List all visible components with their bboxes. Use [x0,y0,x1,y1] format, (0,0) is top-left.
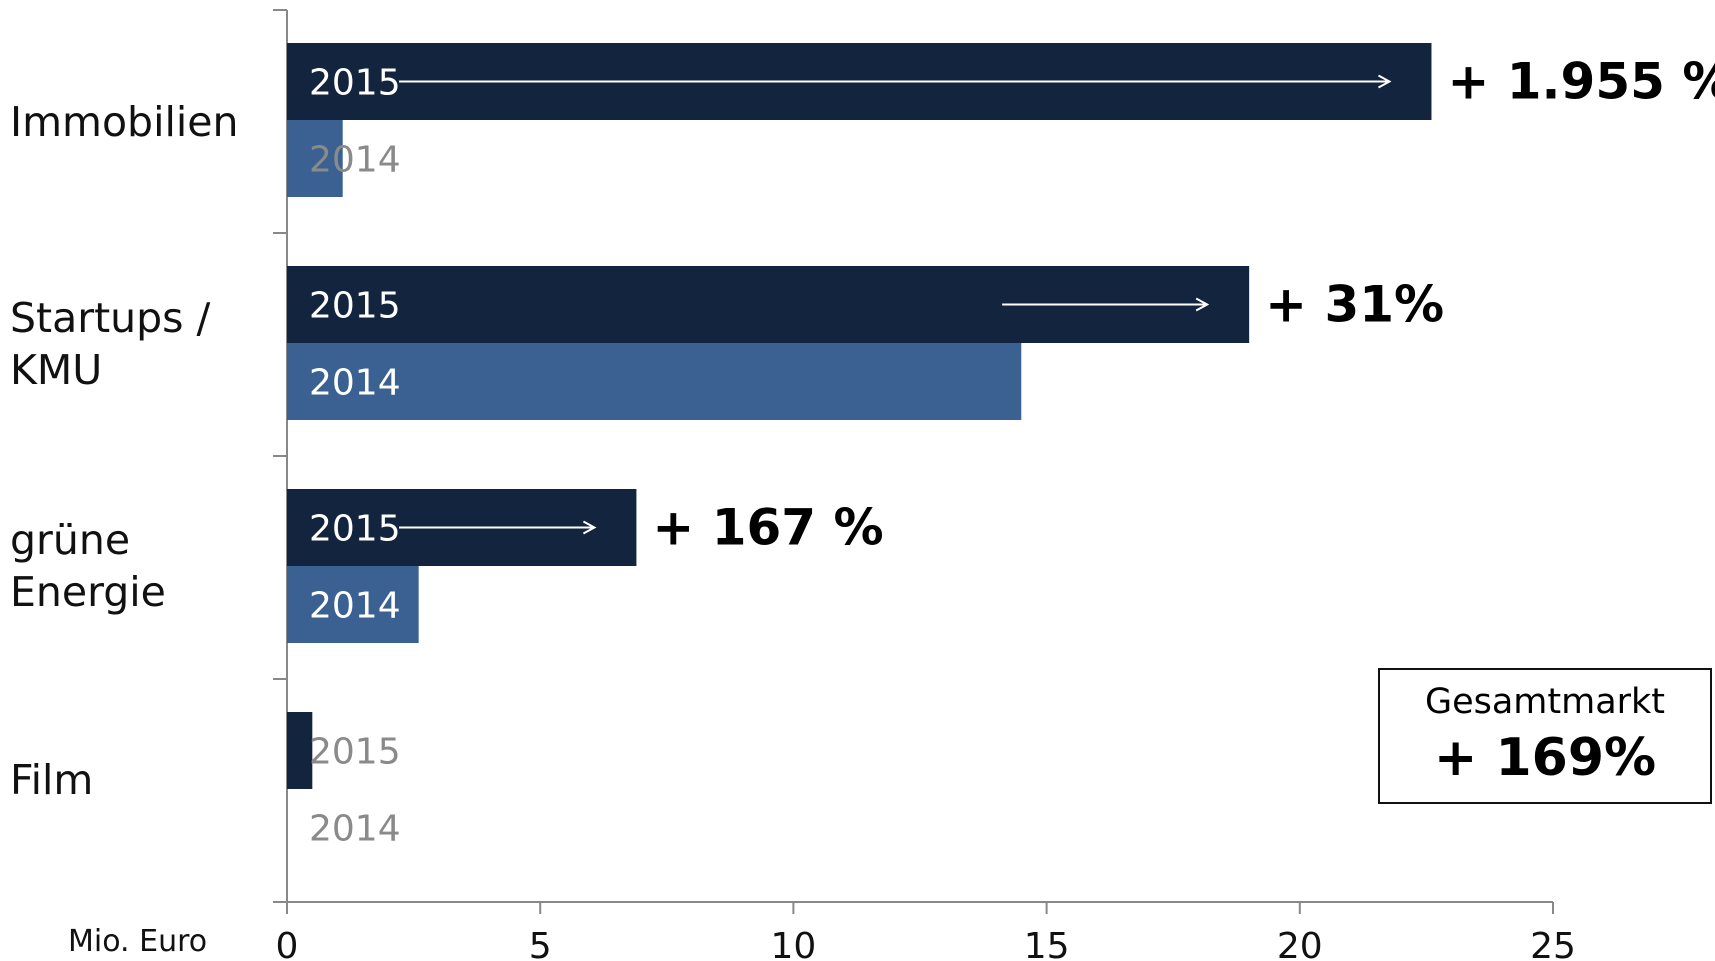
bar-2014 [287,120,343,197]
category-label-immobilien: Immobilien [10,98,239,146]
bar-series-label: 2014 [309,363,401,404]
category-label-energie: grüne Energie [10,516,166,616]
axes: 0 5 10 15 20 25 [273,9,1576,961]
x-tick-label: 5 [529,926,552,961]
bar-series-label: 2015 [309,286,401,327]
bar-series-label: 2015 [309,509,401,550]
x-tick-label: 15 [1024,926,1070,961]
total-market-value: + 169% [1433,728,1657,788]
x-tick-label: 10 [770,926,816,961]
bar-series-label: 2015 [309,63,401,104]
bar-series-label: 2014 [309,586,401,627]
growth-label: + 31% [1265,276,1444,334]
x-tick-label: 20 [1277,926,1323,961]
bar-2015 [287,712,313,789]
annotations: + 1.955 % + 31% + 167 % [399,53,1715,557]
growth-label: + 1.955 % [1447,53,1715,111]
bar-series-label: 2014 [309,140,401,181]
bars: 2015 2014 2015 2014 2015 2014 2015 2014 [287,43,1432,850]
growth-label: + 167 % [652,499,883,557]
category-label-film: Film [10,756,94,804]
total-market-title: Gesamtmarkt [1424,682,1666,722]
bar-series-label: 2014 [309,809,401,850]
total-market-box: Gesamtmarkt + 169% [1378,668,1712,804]
category-label-startups: Startups / KMU [10,294,211,394]
bar-2014 [287,343,1022,420]
x-axis-unit-label: Mio. Euro [68,924,208,959]
bar-series-label: 2015 [309,732,401,773]
bar-2014 [287,566,419,643]
x-tick-label: 25 [1530,926,1576,961]
x-tick-label: 0 [276,926,299,961]
